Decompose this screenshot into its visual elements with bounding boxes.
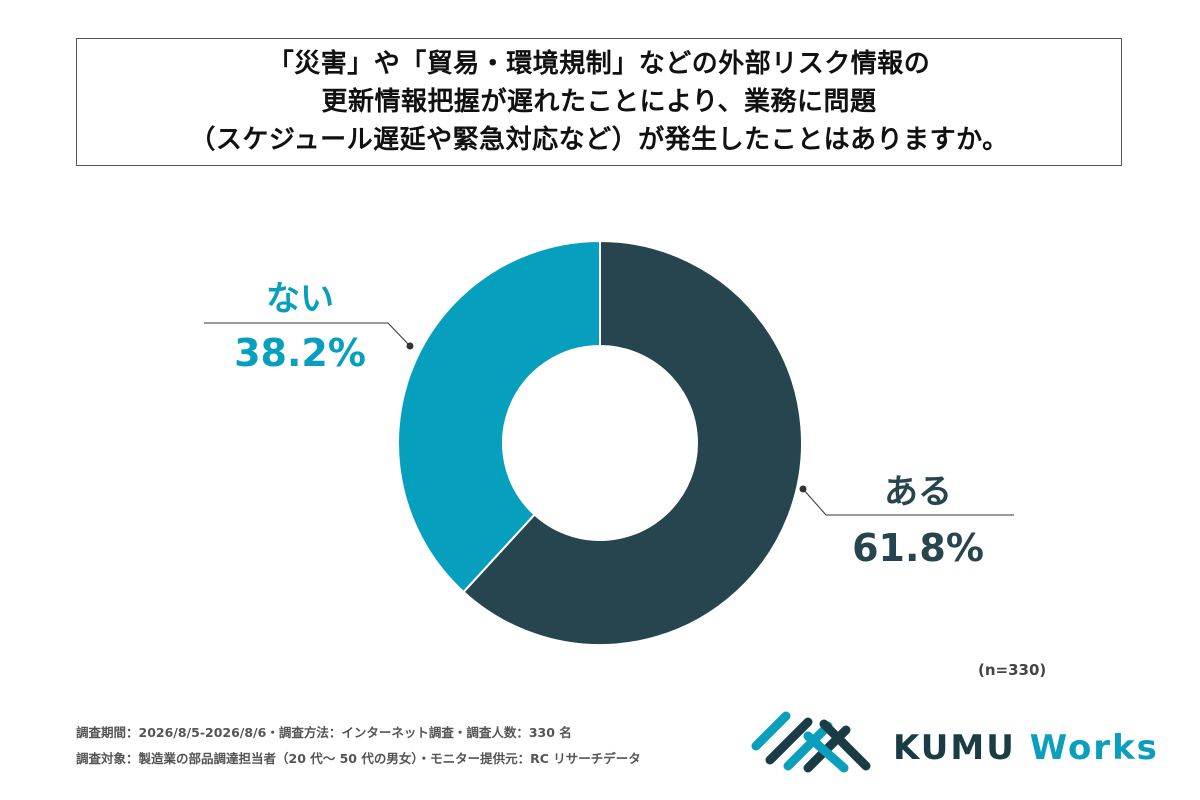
slice-label-0: ある bbox=[884, 472, 952, 512]
leader-dot-0 bbox=[799, 485, 807, 493]
survey-target-note: 調査対象：製造業の部品調達担当者（20 代～ 50 代の男女）・モニター提供元：… bbox=[76, 751, 641, 766]
survey-period-note: 調査期間：2026/8/5-2026/8/6・調査方法：インターネット調査・調査… bbox=[76, 725, 572, 740]
leader-dot-1 bbox=[406, 342, 414, 350]
logo-suffix: Works bbox=[1029, 728, 1159, 768]
title-box: 「災害」や「貿易・環境規制」などの外部リスク情報の 更新情報把握が遅れたことによ… bbox=[76, 38, 1122, 166]
slice-value-1: 38.2% bbox=[234, 331, 366, 375]
logo-brand: KUMU bbox=[893, 728, 1016, 768]
kumu-logo-icon bbox=[751, 711, 871, 773]
slice-value-0: 61.8% bbox=[852, 526, 984, 570]
slice-1 bbox=[397, 239, 601, 594]
title-line-3: （スケジュール遅延や緊急対応など）が発生したことはありますか。 bbox=[189, 125, 1009, 155]
leader-line-1 bbox=[204, 322, 411, 347]
title-line-2: 更新情報把握が遅れたことにより、業務に問題 bbox=[321, 87, 877, 117]
leader-line-0 bbox=[802, 488, 1014, 516]
slice-0 bbox=[462, 239, 803, 646]
slice-label-1: ない bbox=[266, 279, 334, 319]
sample-size-label: (n=330) bbox=[978, 661, 1047, 679]
title-line-1: 「災害」や「貿易・環境規制」などの外部リスク情報の bbox=[267, 49, 931, 79]
logo-wordmark: KUMU Works bbox=[893, 728, 1159, 768]
